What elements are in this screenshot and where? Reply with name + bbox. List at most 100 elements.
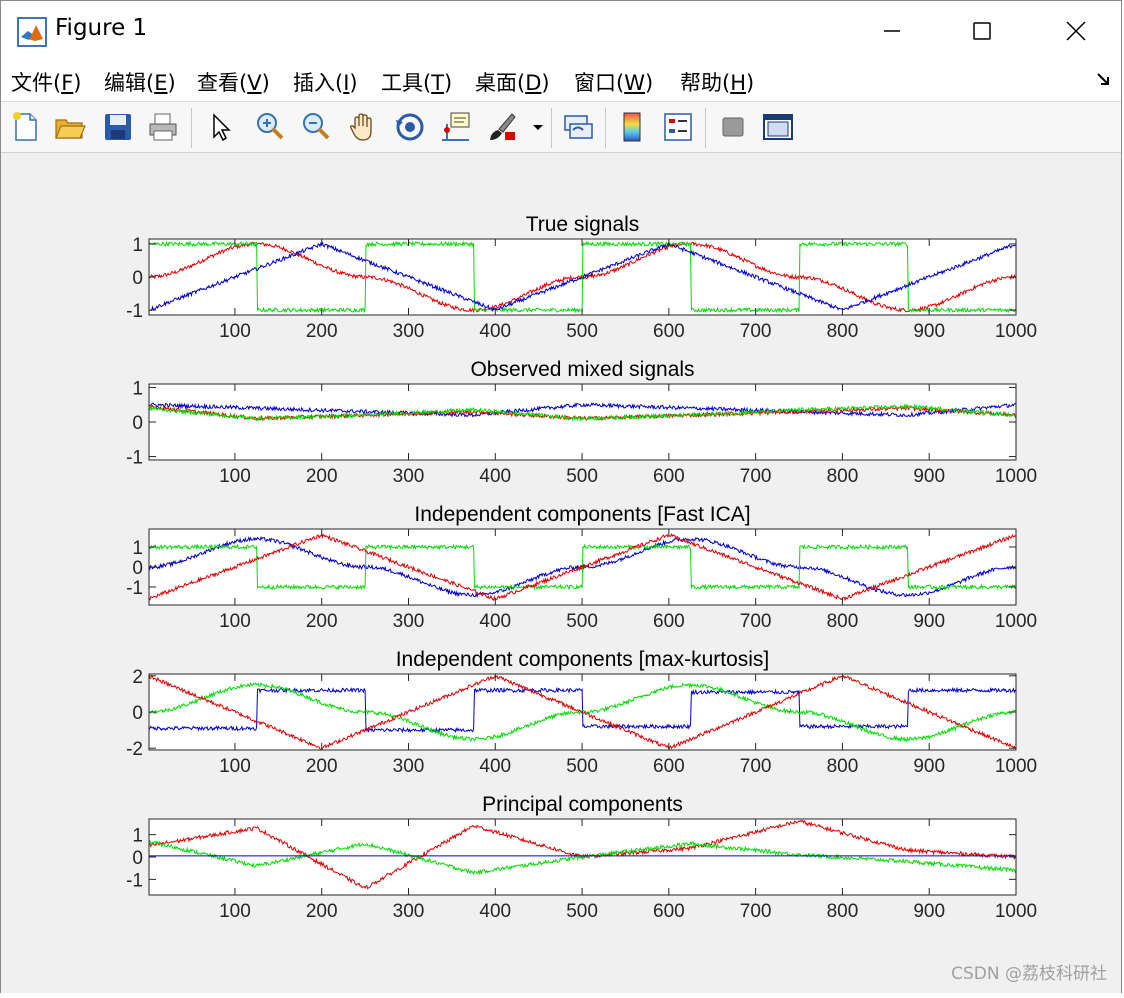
y-tick-label: 1	[132, 378, 143, 399]
maximize-button[interactable]	[959, 11, 1005, 51]
close-button[interactable]	[1053, 11, 1099, 51]
hide-plot-tools-icon[interactable]	[716, 110, 750, 144]
figure-canvas: 100 200 300 400 500 600 700 800 900 1000 1 0 -1 True …	[1, 153, 1121, 993]
menu-insert[interactable]: 插入(I)	[293, 71, 358, 95]
y-tick-label: 0	[132, 413, 143, 434]
series-line-3	[149, 532, 1016, 602]
open-file-icon[interactable]	[53, 110, 87, 144]
new-figure-icon[interactable]	[9, 110, 43, 144]
pan-hand-icon[interactable]	[346, 110, 380, 144]
x-tick-label: 100	[219, 901, 251, 922]
x-tick-label: 200	[306, 321, 338, 342]
undock-arrow-icon[interactable]	[1095, 71, 1111, 87]
series-line-2	[149, 681, 1016, 743]
x-tick-label: 100	[219, 611, 251, 632]
subplot-title: Independent components [max-kurtosis]	[396, 648, 770, 671]
menu-window[interactable]: 窗口(W)	[574, 71, 654, 95]
data-cursor-icon[interactable]	[439, 110, 473, 144]
y-tick-label: 1	[132, 235, 143, 256]
x-tick-label: 600	[653, 901, 685, 922]
menu-edit[interactable]: 编辑(E)	[104, 71, 176, 95]
y-tick-label: 1	[132, 826, 143, 847]
brush-dropdown-icon[interactable]	[529, 110, 547, 144]
x-tick-label: 600	[653, 321, 685, 342]
show-plot-tools-icon[interactable]	[761, 110, 795, 144]
series-line-3	[149, 674, 1016, 750]
y-tick-label: 2	[132, 667, 143, 688]
y-tick-label: -1	[126, 448, 143, 469]
title-bar[interactable]: Figure 1	[1, 1, 1121, 61]
subplot-3: 100 200 300 400 500 600 700 800 900 1000 10-1 Indep…	[126, 503, 1037, 632]
menu-help[interactable]: 帮助(H)	[680, 71, 755, 95]
subplot-title: Independent components [Fast ICA]	[414, 503, 750, 526]
x-tick-label: 500	[566, 611, 598, 632]
subplot-5: 100 200 300 400 500 600 700 800 900 1000 10-1 Princ…	[126, 793, 1037, 922]
menu-view[interactable]: 查看(V)	[197, 71, 270, 95]
x-tick-label: 200	[306, 466, 338, 487]
x-tick-label: 800	[827, 756, 859, 777]
link-plot-icon[interactable]	[561, 110, 595, 144]
close-icon	[1066, 21, 1086, 41]
menu-desktop[interactable]: 桌面(D)	[475, 71, 550, 95]
subplot-title: True signals	[526, 213, 640, 236]
colorbar-icon[interactable]	[615, 110, 649, 144]
x-tick-label: 1000	[995, 321, 1037, 342]
menu-file[interactable]: 文件(F)	[11, 71, 82, 95]
x-tick-label: 900	[913, 756, 945, 777]
x-tick-label: 400	[479, 466, 511, 487]
menu-tools[interactable]: 工具(T)	[381, 71, 453, 95]
x-tick-label: 300	[393, 756, 425, 777]
series-line-2	[149, 839, 1016, 876]
x-tick-label: 800	[827, 611, 859, 632]
series-line-3	[149, 403, 1016, 422]
x-tick-label: 900	[913, 901, 945, 922]
brush-icon[interactable]	[485, 110, 519, 144]
rotate-3d-icon[interactable]	[393, 110, 427, 144]
x-tick-label: 200	[306, 901, 338, 922]
toolbar-separator	[191, 108, 192, 148]
x-tick-label: 1000	[995, 466, 1037, 487]
subplot-2: 100 200 300 400 500 600 700 800 900 1000 1 0 -1 Obser…	[126, 358, 1037, 487]
series-line-3	[149, 241, 1016, 313]
save-icon[interactable]	[101, 110, 135, 144]
x-tick-label: 700	[740, 466, 772, 487]
x-tick-label: 200	[306, 611, 338, 632]
minimize-icon	[884, 30, 900, 32]
legend-icon[interactable]	[661, 110, 695, 144]
y-tick-label: -1	[126, 870, 143, 891]
zoom-in-icon[interactable]	[253, 110, 287, 144]
window-title: Figure 1	[55, 15, 148, 41]
subplot-title: Principal components	[482, 793, 683, 816]
x-tick-label: 700	[740, 756, 772, 777]
y-tick-label: 0	[132, 848, 143, 869]
x-tick-label: 1000	[995, 901, 1037, 922]
x-tick-label: 600	[653, 756, 685, 777]
toolbar-separator	[551, 108, 552, 148]
zoom-out-icon[interactable]	[299, 110, 333, 144]
y-tick-label: -1	[126, 578, 143, 599]
x-tick-label: 500	[566, 466, 598, 487]
print-icon[interactable]	[146, 110, 180, 144]
y-tick-label: 0	[132, 268, 143, 289]
subplot-4: 100 200 300 400 500 600 700 800 900 1000 2 0 -2 Indep…	[126, 648, 1037, 777]
matlab-logo-icon	[17, 17, 47, 47]
x-tick-label: 900	[913, 321, 945, 342]
subplots-canvas: 100 200 300 400 500 600 700 800 900 100010-1True …	[126, 213, 1037, 922]
x-tick-label: 900	[913, 611, 945, 632]
subplot-1: 100 200 300 400 500 600 700 800 900 1000 1 0 -1 True …	[126, 213, 1037, 342]
x-tick-label: 800	[827, 901, 859, 922]
x-tick-label: 500	[566, 321, 598, 342]
y-tick-label: 0	[132, 558, 143, 579]
x-tick-label: 300	[393, 466, 425, 487]
y-tick-label: -2	[126, 739, 143, 760]
series-group	[149, 674, 1016, 750]
x-tick-label: 800	[827, 321, 859, 342]
x-tick-label: 1000	[995, 611, 1037, 632]
y-tick-label: -1	[126, 301, 143, 322]
minimize-button[interactable]	[869, 11, 915, 51]
x-tick-label: 800	[827, 466, 859, 487]
series-group	[149, 532, 1016, 602]
select-arrow-icon[interactable]	[204, 110, 238, 144]
series-group	[149, 402, 1016, 422]
x-tick-label: 500	[566, 901, 598, 922]
